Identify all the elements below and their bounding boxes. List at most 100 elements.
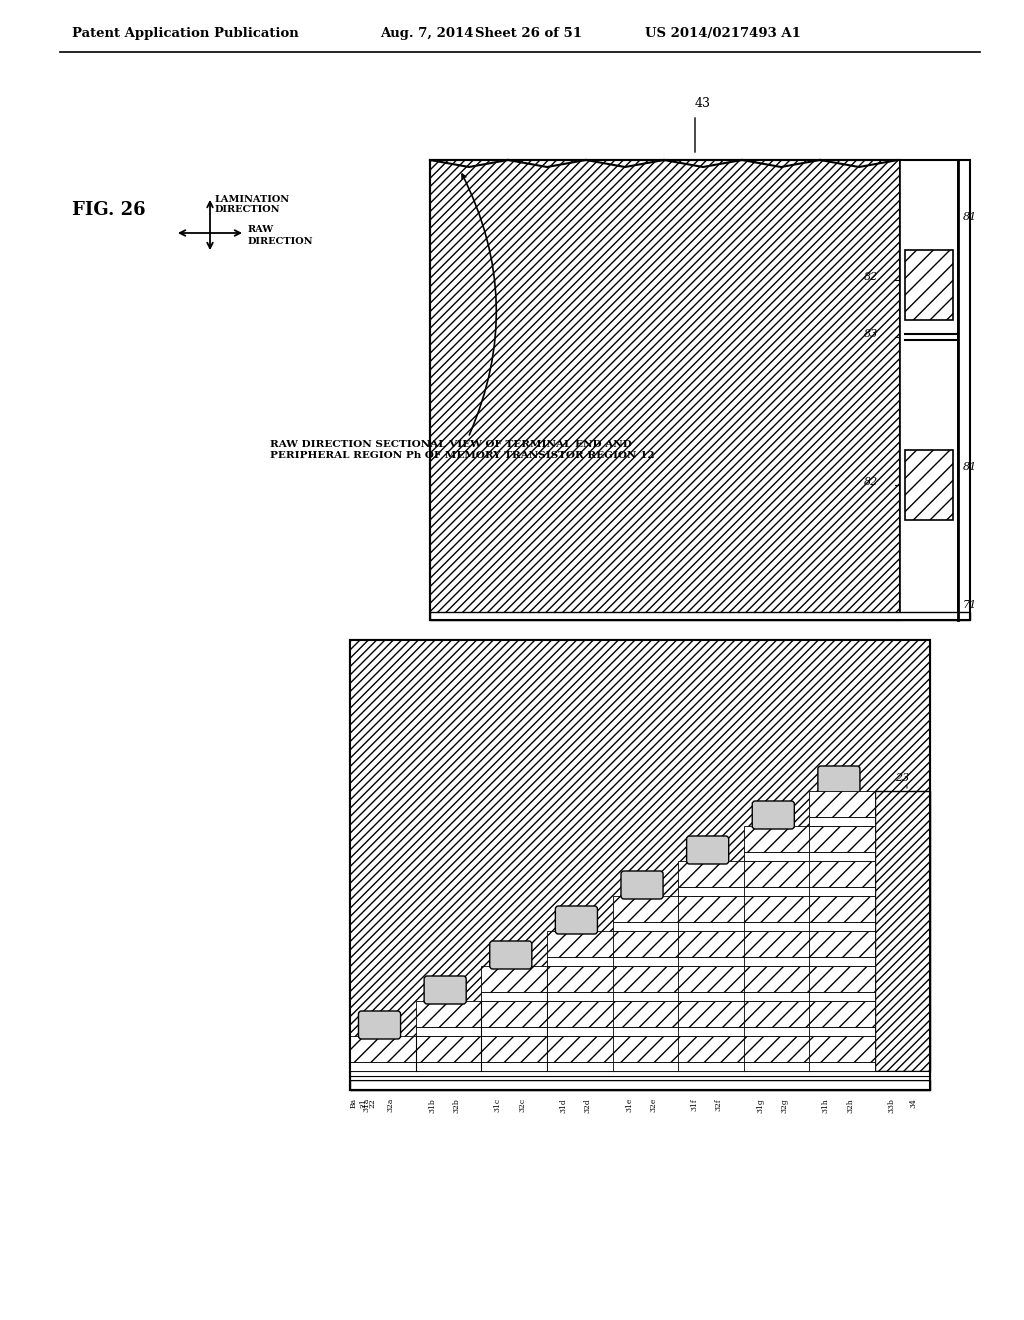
Text: 81: 81 (963, 462, 977, 473)
FancyBboxPatch shape (358, 1011, 400, 1039)
Bar (678, 931, 874, 957)
Bar (809, 1027, 874, 1036)
Text: FIG. 26: FIG. 26 (72, 201, 145, 219)
Bar (809, 791, 874, 817)
Bar (612, 931, 874, 957)
Bar (678, 957, 874, 966)
Bar (809, 931, 874, 957)
FancyBboxPatch shape (621, 871, 664, 899)
Bar (678, 887, 874, 896)
Bar (350, 1080, 930, 1090)
Text: 83: 83 (864, 329, 878, 339)
Bar (547, 966, 874, 993)
Text: 31d: 31d (559, 1098, 567, 1113)
Bar (743, 1001, 874, 1027)
Text: 32a: 32a (387, 1098, 394, 1113)
Bar (743, 931, 874, 957)
FancyBboxPatch shape (818, 766, 860, 795)
Bar (809, 921, 874, 931)
Bar (481, 1036, 874, 1063)
Bar (350, 1076, 930, 1080)
Bar (547, 957, 874, 966)
Bar (809, 861, 874, 887)
Text: 82: 82 (864, 477, 878, 487)
Text: 32e: 32e (649, 1098, 657, 1113)
Bar (416, 1036, 874, 1063)
Bar (547, 1063, 874, 1071)
Bar (809, 817, 874, 826)
Bar (612, 896, 874, 921)
Bar (874, 791, 930, 1071)
Text: 31e: 31e (625, 1098, 633, 1113)
Bar (612, 957, 874, 966)
Text: 32d: 32d (584, 1098, 592, 1113)
Bar (612, 993, 874, 1001)
Bar (678, 861, 874, 887)
Text: 43: 43 (695, 96, 711, 110)
Bar (430, 160, 970, 620)
Bar (481, 1001, 874, 1027)
Text: 31c: 31c (494, 1098, 502, 1113)
Text: DIRECTION: DIRECTION (248, 236, 313, 246)
Bar (612, 966, 874, 993)
Bar (547, 1027, 874, 1036)
Text: 21: 21 (359, 1098, 367, 1107)
Bar (678, 993, 874, 1001)
Text: Sheet 26 of 51: Sheet 26 of 51 (475, 26, 582, 40)
Bar (743, 861, 874, 887)
Text: 31b: 31b (428, 1098, 436, 1113)
Bar (743, 921, 874, 931)
Bar (809, 1063, 874, 1071)
Bar (809, 1001, 874, 1027)
Text: 23: 23 (895, 774, 909, 783)
Text: RAW: RAW (248, 226, 274, 235)
Bar (430, 612, 970, 620)
Bar (809, 993, 874, 1001)
Text: LAMINATION: LAMINATION (215, 195, 290, 205)
Bar (547, 993, 874, 1001)
Bar (743, 826, 874, 851)
Text: 31f: 31f (690, 1098, 698, 1110)
Text: 31h: 31h (822, 1098, 829, 1113)
Text: Aug. 7, 2014: Aug. 7, 2014 (380, 26, 473, 40)
Bar (809, 957, 874, 966)
Bar (547, 1036, 874, 1063)
Bar (809, 851, 874, 861)
Bar (350, 640, 930, 1090)
Bar (547, 1001, 874, 1027)
Bar (612, 1036, 874, 1063)
Bar (678, 896, 874, 921)
Bar (678, 1063, 874, 1071)
Text: 81: 81 (963, 213, 977, 222)
Text: 31g: 31g (756, 1098, 764, 1113)
Text: 32c: 32c (518, 1098, 526, 1113)
Bar (430, 160, 900, 620)
Text: 33b: 33b (888, 1098, 896, 1113)
FancyBboxPatch shape (555, 906, 597, 935)
Bar (905, 249, 953, 319)
Text: 32f: 32f (715, 1098, 723, 1110)
Text: 32b: 32b (453, 1098, 461, 1113)
Bar (905, 450, 953, 520)
Bar (678, 1036, 874, 1063)
Text: 71: 71 (963, 601, 977, 610)
Text: Patent Application Publication: Patent Application Publication (72, 26, 299, 40)
Bar (612, 1063, 874, 1071)
FancyBboxPatch shape (424, 975, 466, 1005)
Text: Ba: Ba (350, 1098, 358, 1107)
FancyBboxPatch shape (489, 941, 531, 969)
Bar (743, 896, 874, 921)
Text: 32g: 32g (780, 1098, 788, 1113)
Bar (743, 993, 874, 1001)
Bar (416, 1027, 874, 1036)
Bar (743, 1027, 874, 1036)
Bar (809, 1036, 874, 1063)
Bar (678, 1027, 874, 1036)
Bar (481, 993, 874, 1001)
Bar (743, 851, 874, 861)
Bar (350, 640, 930, 1090)
Bar (809, 896, 874, 921)
Text: 22: 22 (368, 1098, 376, 1107)
Bar (350, 640, 930, 1071)
Bar (547, 931, 874, 957)
